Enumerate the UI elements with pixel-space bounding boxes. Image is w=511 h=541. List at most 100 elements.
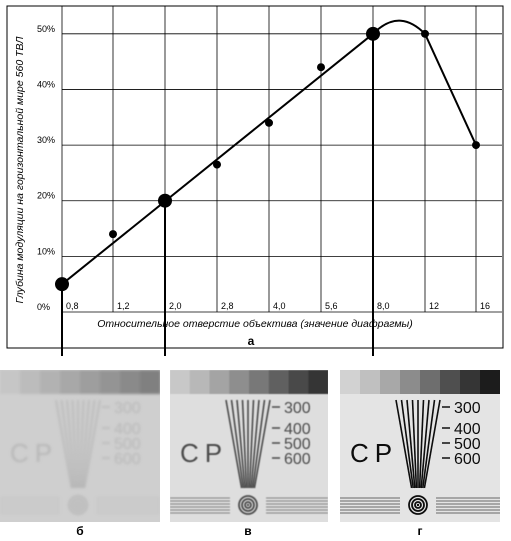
x-tick-label: 2,0	[169, 301, 182, 311]
y-tick-label: 20%	[37, 191, 55, 201]
grey-step	[140, 370, 160, 394]
grey-step	[460, 370, 481, 394]
grey-step	[100, 370, 121, 394]
grey-step	[340, 370, 361, 394]
target-ring	[68, 495, 88, 515]
grey-step	[209, 370, 230, 394]
cp-letters: CP	[10, 438, 58, 468]
wedge-line	[406, 399, 416, 489]
scale-number: 600	[114, 451, 141, 468]
wedge-line	[400, 399, 414, 489]
panel-b-label: б	[76, 524, 84, 538]
grey-step	[80, 370, 101, 394]
plot-frame	[6, 5, 504, 349]
wedge-line	[250, 399, 260, 489]
wedge-line	[423, 399, 441, 489]
y-tick-label: 30%	[37, 135, 55, 145]
grey-step	[288, 370, 309, 394]
scale-number: 400	[454, 421, 481, 438]
series	[55, 19, 480, 292]
target-ring	[414, 501, 422, 509]
scale-number: 600	[284, 451, 311, 468]
panel-a-label: а	[248, 334, 255, 348]
grey-step	[420, 370, 441, 394]
marker-drop-lines	[61, 33, 374, 356]
scale-number: 400	[114, 421, 141, 438]
grey-step	[480, 370, 500, 394]
scale-number: 500	[114, 436, 141, 453]
grey-step	[189, 370, 210, 394]
target-center	[76, 503, 80, 507]
trend-line	[61, 33, 374, 285]
wedge-line	[253, 399, 271, 489]
data-point	[317, 63, 325, 72]
panel-v-label: в	[244, 524, 252, 538]
target-ring	[71, 498, 85, 512]
grey-step	[170, 370, 191, 394]
x-tick-label: 1,2	[117, 301, 130, 311]
grey-step	[380, 370, 401, 394]
tick-labels: 0% 10% 20% 30% 40% 50% 0,8 1,2 2,0 2,8 4,0 5,6 8,0 12…	[37, 24, 490, 312]
x-tick-label: 0,8	[66, 301, 79, 311]
scale-number: 600	[454, 451, 481, 468]
y-tick-label: 50%	[37, 24, 55, 34]
x-tick-label: 4,0	[273, 301, 286, 311]
wedge-line	[230, 399, 244, 489]
wedge-line	[236, 399, 246, 489]
target-ring	[74, 501, 82, 509]
curve-segment	[372, 19, 477, 146]
target-ring	[241, 498, 255, 512]
x-tick-label: 16	[480, 301, 490, 311]
wedge-line	[252, 399, 266, 489]
scale-number: 400	[284, 421, 311, 438]
wedge-line	[82, 399, 96, 489]
wedge-line	[66, 399, 76, 489]
scale-number: 500	[454, 436, 481, 453]
grey-step	[229, 370, 250, 394]
scale-number: 300	[454, 400, 481, 417]
x-tick-label: 12	[429, 301, 439, 311]
target-ring	[244, 501, 252, 509]
wedge-line	[55, 399, 73, 489]
grey-step	[120, 370, 141, 394]
data-point	[265, 118, 273, 127]
wedge-line	[78, 399, 85, 489]
target-center	[416, 503, 420, 507]
wedge-line	[411, 399, 418, 489]
cp-letters: CP	[350, 438, 398, 468]
x-axis-title: Относительное отверстие объектива (значе…	[97, 318, 413, 330]
cp-letters: CP	[180, 438, 228, 468]
grey-step	[440, 370, 461, 394]
wedge-line	[60, 399, 74, 489]
grey-step	[249, 370, 270, 394]
target-ring	[411, 498, 425, 512]
wedge-line	[248, 399, 255, 489]
grey-step	[400, 370, 421, 394]
target-ring	[408, 495, 428, 515]
data-point	[421, 29, 429, 38]
x-tick-label: 8,0	[377, 301, 390, 311]
grey-step	[60, 370, 81, 394]
wedge-line	[241, 399, 248, 489]
wedge-line	[225, 399, 243, 489]
grey-step	[308, 370, 328, 394]
scale-number: 300	[284, 400, 311, 417]
grid	[61, 6, 502, 313]
x-tick-label: 2,8	[221, 301, 234, 311]
y-tick-label: 0%	[37, 302, 50, 312]
panel-v: CP 300 400 500 600	[170, 370, 328, 522]
wedge-line	[71, 399, 78, 489]
target-ring	[238, 495, 258, 515]
data-point	[472, 141, 480, 150]
wedge-line	[83, 399, 101, 489]
grey-step	[268, 370, 289, 394]
grey-step	[0, 370, 21, 394]
wedge-line	[420, 399, 430, 489]
grey-step	[20, 370, 41, 394]
panel-g-label: г	[417, 524, 423, 538]
panel-b: CP 300 400 500 600	[0, 370, 160, 522]
